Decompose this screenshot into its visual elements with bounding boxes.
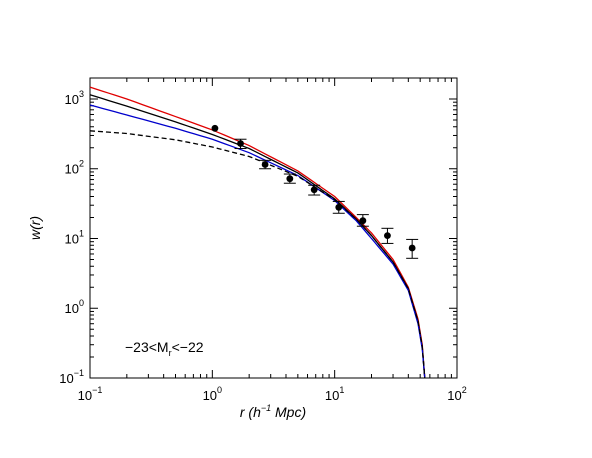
y-tick-label: 10−1: [59, 368, 84, 386]
data-point: [359, 217, 367, 225]
x-axis-label: r (h−1 Mpc): [240, 403, 306, 420]
data-point: [237, 140, 244, 147]
y-tick-label: 100: [65, 298, 84, 316]
data-points: [211, 124, 419, 259]
data-point: [310, 186, 318, 194]
model-curve-3: [89, 104, 426, 379]
x-tick-label: 101: [325, 385, 344, 403]
data-point: [408, 244, 416, 252]
data-point: [211, 124, 219, 132]
data-point: [286, 175, 294, 183]
model-curves: [89, 86, 426, 379]
x-tick-label: 10−1: [78, 385, 103, 403]
ticks: [89, 77, 458, 379]
y-axis-label: w(r): [27, 216, 43, 240]
data-point: [384, 232, 391, 240]
plot-frame: [89, 77, 458, 379]
magnitude-annotation: −23<Mr<−22: [125, 339, 204, 358]
model-curve-1: [89, 86, 426, 379]
y-tick-label: 102: [65, 159, 84, 177]
model-curve-4: [89, 130, 426, 379]
data-point: [261, 161, 269, 168]
x-tick-label: 102: [447, 385, 466, 403]
y-tick-label: 101: [65, 228, 84, 246]
x-tick-label: 100: [203, 385, 222, 403]
tick-labels: 10−1 100 101 102 10−1 100 101 102 103: [59, 89, 466, 403]
y-tick-label: 103: [65, 89, 84, 107]
data-point: [335, 203, 343, 211]
